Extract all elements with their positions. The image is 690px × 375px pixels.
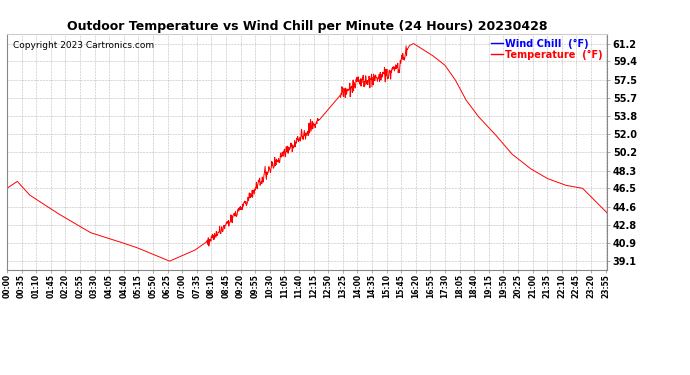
Title: Outdoor Temperature vs Wind Chill per Minute (24 Hours) 20230428: Outdoor Temperature vs Wind Chill per Mi…: [67, 20, 547, 33]
Legend: Wind Chill  (°F), Temperature  (°F): Wind Chill (°F), Temperature (°F): [491, 39, 602, 60]
Text: Copyright 2023 Cartronics.com: Copyright 2023 Cartronics.com: [13, 41, 154, 50]
